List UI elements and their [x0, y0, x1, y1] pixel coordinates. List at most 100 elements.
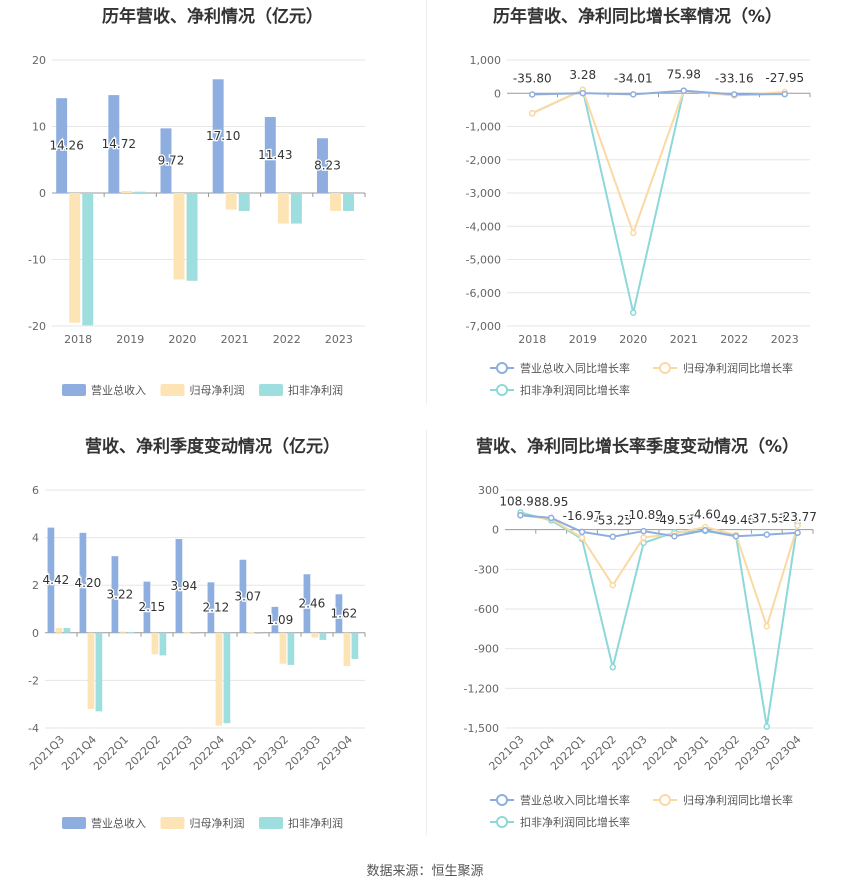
data-label: -53.25	[593, 514, 632, 528]
bar	[108, 95, 120, 193]
bar	[79, 532, 87, 633]
bar	[173, 193, 185, 280]
bar	[183, 632, 191, 634]
x-tick-label: 2021	[221, 333, 249, 346]
y-tick-label: 6	[32, 484, 39, 497]
bar	[247, 632, 255, 634]
chart-title: 历年营收、净利情况（亿元）	[102, 7, 323, 27]
y-tick-label: -600	[474, 603, 499, 616]
bar	[175, 539, 183, 633]
data-label: -35.80	[513, 71, 552, 85]
divider	[426, 0, 427, 405]
data-label: 1.62	[331, 607, 358, 621]
legend-label: 营业总收入	[91, 383, 146, 397]
legend-swatch	[62, 384, 86, 396]
annual-amounts-chart: 20 10 0 -10 -20 2018 2019 2020 2021 2022 2023 14.26…	[28, 54, 366, 397]
data-label: -49.53	[655, 513, 694, 527]
data-label: -37.53	[747, 512, 786, 526]
bar	[121, 191, 133, 193]
bar	[317, 138, 328, 193]
y-tick-label: 300	[478, 484, 499, 497]
bar	[330, 193, 342, 211]
series-point	[630, 91, 637, 98]
legend-label: 归母净利润同比增长率	[683, 361, 793, 375]
bar	[82, 193, 94, 326]
bar	[287, 632, 295, 665]
data-label: 2.12	[203, 601, 230, 615]
data-label: 8.23	[314, 159, 341, 173]
bar	[311, 632, 319, 638]
data-label: 14.72	[102, 137, 136, 151]
bar	[303, 574, 311, 633]
x-tick-label: 2023	[771, 333, 799, 346]
data-label: -4.60	[690, 507, 721, 521]
chart-title: 营收、净利同比增长率季度变动情况（%）	[475, 437, 800, 457]
y-tick-label: -2	[28, 674, 39, 687]
x-tick-label: 2021	[670, 333, 698, 346]
chart-title: 历年营收、净利同比增长率情况（%）	[492, 7, 783, 27]
legend-marker	[659, 362, 671, 374]
annual-growth-chart: 1,000 0 -1,000 -2,000 -3,000 -4,000 -5,000 -6,0…	[466, 54, 811, 397]
x-tick-label: 2023Q4	[315, 733, 355, 773]
legend-label: 归母净利润	[190, 816, 245, 830]
data-label: 9.72	[158, 154, 185, 168]
x-tick-label: 2023	[325, 333, 353, 346]
series-point	[547, 514, 555, 522]
chart-title: 营收、净利季度变动情况（亿元）	[85, 437, 340, 457]
series-point	[794, 529, 801, 537]
bar	[335, 594, 343, 633]
bar	[215, 632, 223, 726]
bar	[264, 116, 276, 193]
bar	[271, 606, 279, 633]
bar	[290, 193, 302, 224]
chart-panel-quarterly-growth: 营收、净利同比增长率季度变动情况（%） 300 0 -300 -600 -900 -1,2…	[425, 430, 850, 860]
data-label: 2.46	[299, 597, 326, 611]
series-point	[609, 533, 617, 540]
bar	[151, 632, 159, 655]
series-line	[531, 88, 785, 236]
series-point	[640, 534, 647, 541]
bar	[143, 581, 151, 633]
data-label: 3.28	[569, 68, 596, 82]
y-tick-label: -5,000	[466, 254, 501, 267]
bar	[319, 632, 327, 640]
bar	[55, 628, 63, 633]
legend-label: 营业总收入	[91, 816, 146, 830]
data-label: -33.16	[715, 71, 754, 85]
y-tick-label: 0	[494, 87, 501, 100]
series-point	[781, 90, 788, 98]
bar	[212, 79, 224, 193]
series-point	[578, 528, 586, 536]
y-tick-label: 1,000	[470, 54, 502, 67]
y-tick-label: -4	[28, 722, 39, 735]
bar	[95, 632, 103, 712]
y-tick-label: 20	[32, 54, 46, 67]
bar	[160, 128, 172, 193]
y-tick-label: 2	[32, 579, 39, 592]
y-tick-label: 0	[39, 187, 46, 200]
bar	[63, 628, 71, 633]
series-line	[520, 511, 799, 727]
series-point	[640, 527, 647, 535]
series-point	[609, 581, 617, 589]
data-source-footer: 数据来源：恒生聚源	[0, 860, 850, 879]
data-label: 4.20	[75, 576, 102, 590]
series-point	[731, 91, 738, 98]
series-point	[529, 91, 536, 98]
series-point	[517, 512, 524, 519]
legend-label: 扣非净利润	[288, 383, 343, 397]
bar	[279, 632, 287, 664]
bar	[186, 193, 198, 281]
data-label: 3.22	[107, 587, 134, 601]
series-point	[671, 532, 678, 540]
y-tick-label: -1,000	[466, 121, 501, 134]
chart-panel-annual-growth: 历年营收、净利同比增长率情况（%） 1,000 0 -1,000 -2,000 -3,0…	[425, 0, 850, 430]
y-tick-label: -3,000	[466, 187, 501, 200]
series-point	[578, 534, 586, 541]
legend-swatch	[259, 817, 283, 829]
legend-label: 归母净利润同比增长率	[683, 793, 793, 807]
quarterly-growth-chart: 3000-300-600-900-1,200-1,5002021Q32021Q4…	[464, 484, 819, 829]
data-label: 3.94	[171, 579, 198, 593]
bar	[207, 582, 215, 633]
bar	[134, 191, 146, 193]
